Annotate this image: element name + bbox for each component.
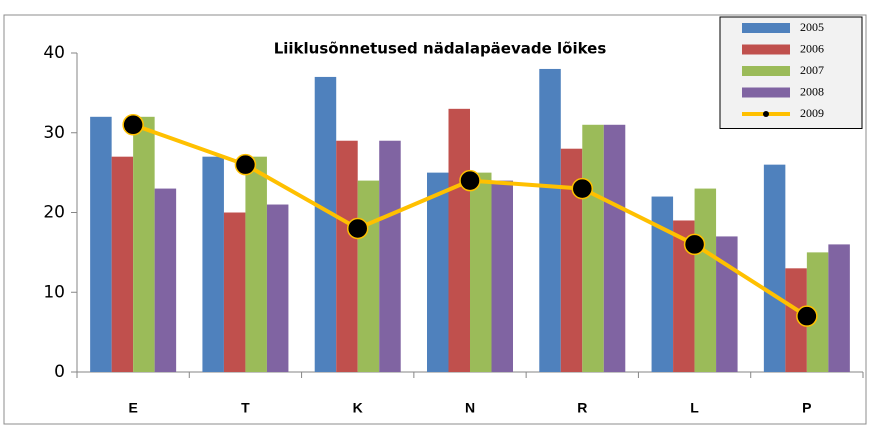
bar xyxy=(785,268,807,372)
bar xyxy=(582,124,604,373)
bar xyxy=(470,172,492,372)
bar xyxy=(694,188,717,372)
bar xyxy=(245,156,267,372)
legend-swatch xyxy=(742,87,790,98)
x-tick-label: E xyxy=(128,400,137,416)
bar xyxy=(806,252,829,372)
legend-label: 2007 xyxy=(800,63,824,77)
bar xyxy=(651,196,674,372)
bar xyxy=(828,244,850,372)
y-tick-label: 30 xyxy=(43,123,65,143)
bar xyxy=(336,140,358,372)
x-tick-label: R xyxy=(577,400,587,416)
line-marker xyxy=(234,153,257,176)
legend-marker xyxy=(763,111,769,117)
y-tick-label: 40 xyxy=(43,43,65,63)
y-tick-label: 20 xyxy=(43,203,65,223)
bar xyxy=(223,212,246,372)
x-tick-label: N xyxy=(465,400,475,416)
bar xyxy=(314,76,337,373)
x-tick-label: P xyxy=(802,400,811,416)
x-tick-label: T xyxy=(241,400,250,416)
bar xyxy=(560,148,583,372)
bar xyxy=(716,236,738,372)
legend-label: 2009 xyxy=(800,106,824,120)
y-tick-label: 10 xyxy=(43,282,65,302)
legend-swatch xyxy=(742,44,790,55)
bar xyxy=(266,204,289,372)
bar xyxy=(379,140,401,372)
bar xyxy=(111,156,134,372)
bar xyxy=(539,68,561,372)
x-tick-label: L xyxy=(690,400,699,416)
bar xyxy=(673,220,695,372)
x-tick-label: K xyxy=(353,400,363,416)
bar xyxy=(90,116,112,372)
bar xyxy=(603,124,626,373)
bar xyxy=(448,108,470,372)
bar xyxy=(202,156,224,372)
y-tick-label: 0 xyxy=(54,362,65,382)
line-marker xyxy=(683,233,706,256)
legend-label: 2008 xyxy=(800,84,824,98)
legend-label: 2005 xyxy=(800,20,824,34)
bar xyxy=(491,180,513,372)
bar xyxy=(763,164,786,372)
line-marker xyxy=(346,217,369,240)
line-marker xyxy=(459,169,481,192)
chart-title: Liiklusõnnetused nädalapäevade lõikes xyxy=(274,40,607,58)
legend-swatch xyxy=(742,66,790,76)
line-marker xyxy=(571,177,594,200)
legend-label: 2006 xyxy=(800,41,824,55)
line-marker xyxy=(122,114,144,136)
bar xyxy=(154,188,177,372)
line-marker xyxy=(796,305,818,327)
legend-box xyxy=(719,16,863,129)
legend-swatch xyxy=(742,23,790,33)
bar xyxy=(427,172,449,372)
bar xyxy=(133,116,155,372)
bar xyxy=(357,180,380,372)
